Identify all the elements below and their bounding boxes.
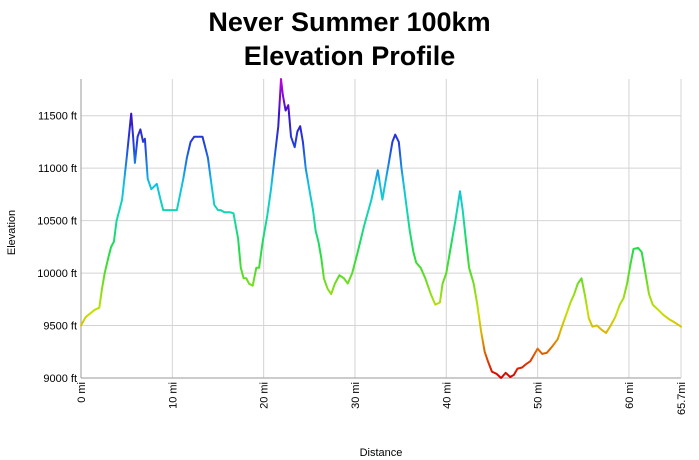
y-tick-label: 11500 ft	[38, 111, 77, 123]
chart-title-line-1: Never Summer 100km	[208, 7, 491, 37]
x-tick-label: 10 mi	[167, 382, 179, 409]
y-tick-label: 11000 ft	[38, 163, 77, 175]
x-tick-label: 40 mi	[441, 382, 453, 409]
y-axis-label: Elevation	[6, 210, 18, 255]
axis-layer	[80, 79, 682, 379]
x-axis-label: Distance	[360, 447, 403, 459]
x-tick-label: 50 mi	[533, 382, 545, 409]
y-tick-label: 9000 ft	[43, 373, 77, 385]
grid-layer	[81, 79, 681, 378]
y-tick-label: 10000 ft	[37, 268, 77, 280]
x-tick-label: 0 mi	[76, 382, 88, 403]
x-tick-label: 20 mi	[259, 382, 271, 409]
line-layer	[80, 78, 682, 379]
chart-title-line-2: Elevation Profile	[243, 41, 456, 71]
x-tick-label: 60 mi	[624, 382, 636, 409]
x-tick-label: 65.7mi	[676, 382, 688, 415]
y-tick-label: 9500 ft	[43, 321, 77, 333]
elevation-line	[80, 78, 682, 379]
x-tick-label: 30 mi	[350, 382, 362, 409]
y-tick-label: 10500 ft	[37, 216, 77, 228]
tick-labels: 9000 ft 9500 ft 10000 ft 10500 ft 11000 ft 11…	[37, 111, 688, 415]
